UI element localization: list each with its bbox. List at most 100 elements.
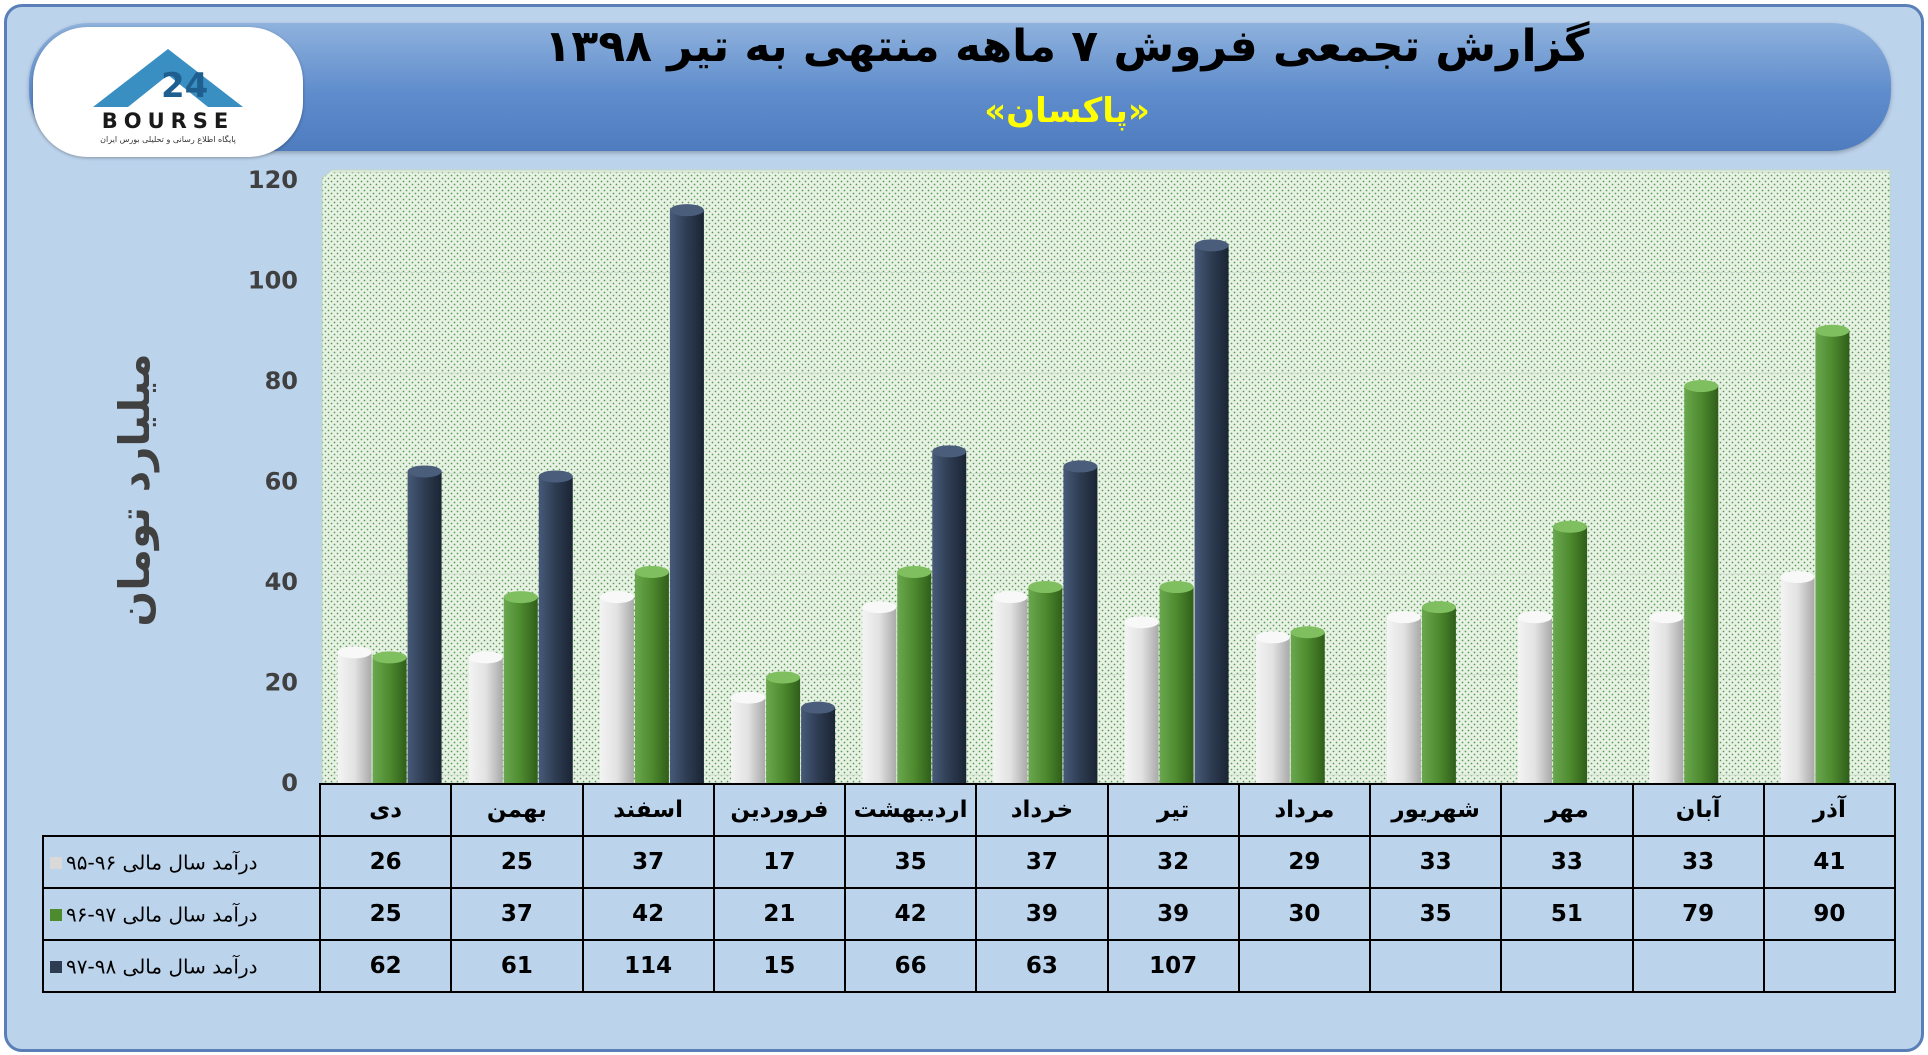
logo: 24 BOURSE پایگاه اطلاع رسانی و تحلیلی بو…: [33, 27, 303, 157]
category-label: دی: [318, 783, 453, 837]
bar: [669, 204, 704, 783]
y-tick-label: 0: [281, 769, 298, 797]
data-label: 79: [1631, 887, 1765, 941]
bar: [1028, 581, 1063, 783]
legend-entry: درآمد سال مالی ۹۶-۹۵: [42, 835, 321, 889]
bar-body: [932, 451, 967, 783]
bar: [731, 691, 766, 783]
bar: [468, 651, 503, 783]
data-label: 35: [843, 835, 978, 889]
legend-swatch: [50, 908, 62, 921]
category-label: آذر: [1762, 783, 1897, 837]
data-label: 17: [712, 835, 847, 889]
bar-body: [1815, 330, 1850, 783]
data-label: 30: [1237, 887, 1372, 941]
bar: [1063, 460, 1098, 783]
data-label: [1500, 939, 1634, 993]
bar: [862, 601, 897, 783]
bar: [1255, 631, 1290, 783]
data-label: 33: [1368, 835, 1503, 889]
series-name: درآمد سال مالی ۹۷-۹۶: [66, 902, 258, 927]
legend-swatch: [50, 960, 62, 973]
plot-area: [321, 169, 1891, 784]
bar: [1290, 626, 1325, 783]
bar-body: [1421, 607, 1456, 783]
data-label: 42: [581, 887, 715, 941]
bar-body: [1124, 622, 1159, 783]
bar-top: [407, 465, 442, 478]
data-label: 33: [1631, 835, 1765, 889]
bar-body: [372, 657, 407, 783]
category-label: تیر: [1106, 783, 1240, 837]
bar-body: [1684, 386, 1719, 783]
bar-top: [1386, 611, 1421, 624]
bar: [932, 445, 967, 783]
bar-top: [538, 470, 573, 483]
bar-top: [1194, 239, 1229, 252]
title-banner: [29, 23, 1891, 151]
bar: [1649, 611, 1684, 783]
bar-top: [372, 651, 407, 664]
data-label: 33: [1500, 835, 1634, 889]
y-axis-label: میلیارد تومان: [110, 353, 159, 627]
svg-text:24: 24: [161, 66, 208, 106]
bar-body: [1780, 576, 1815, 783]
bar: [1684, 380, 1719, 783]
bar-top: [1159, 581, 1194, 594]
bar-body: [468, 657, 503, 783]
data-label: 107: [1106, 939, 1240, 993]
bar-body: [1063, 466, 1098, 783]
data-label: 62: [318, 939, 453, 993]
y-tick-label: 100: [248, 267, 298, 295]
bar: [1421, 601, 1456, 783]
y-tick-label: 40: [265, 568, 298, 596]
bar-top: [1421, 601, 1456, 614]
y-tick-label: 120: [248, 166, 298, 194]
bar-top: [337, 646, 372, 659]
bar: [1780, 570, 1815, 783]
y-tick-label: 20: [265, 669, 298, 697]
gridlines: [332, 171, 1890, 776]
bar-top: [599, 591, 634, 604]
bar-body: [503, 597, 538, 783]
logo-subtitle: پایگاه اطلاع رسانی و تحلیلی بورس ایران: [100, 135, 236, 144]
y-tick-label: 80: [265, 367, 298, 395]
legend-entry: درآمد سال مالی ۹۸-۹۷: [42, 939, 321, 993]
logo-text: BOURSE: [101, 109, 235, 133]
bar-top: [634, 565, 669, 578]
data-label: [1368, 939, 1503, 993]
y-tick-label: 60: [265, 468, 298, 496]
bar-top: [1815, 324, 1850, 337]
bars: [337, 204, 1850, 783]
bar: [1124, 616, 1159, 783]
data-label: 15: [712, 939, 847, 993]
bar: [1386, 611, 1421, 783]
data-label: 39: [1106, 887, 1240, 941]
legend-swatch: [50, 856, 62, 869]
bar-top: [1290, 626, 1325, 639]
data-label: 35: [1368, 887, 1503, 941]
bar-top: [1780, 570, 1815, 583]
bar-body: [1255, 637, 1290, 783]
bar-body: [993, 597, 1028, 783]
table-corner: [43, 784, 320, 836]
y-axis: 0 20 40 60 80 100 120: [248, 166, 298, 797]
data-label: 37: [975, 835, 1109, 889]
bar-top: [731, 691, 766, 704]
table-row: درآمد سال مالی ۹۸-۹۷ 62 61 114 15 66 63 107: [42, 939, 1897, 993]
bar: [407, 465, 442, 783]
bar-body: [1518, 617, 1553, 783]
data-label: 63: [975, 939, 1109, 993]
category-label: اردیبهشت: [843, 783, 978, 837]
chart-title: گزارش تجمعی فروش ۷ ماهه منتهی به تیر ۱۳۹…: [544, 21, 1590, 72]
bar: [503, 591, 538, 783]
bar: [337, 646, 372, 783]
bar-top: [1124, 616, 1159, 629]
bar-body: [538, 476, 573, 783]
bar: [599, 591, 634, 783]
bar: [634, 565, 669, 783]
data-label: 37: [581, 835, 715, 889]
bar-body: [1386, 617, 1421, 783]
data-label: 39: [975, 887, 1109, 941]
category-label: فروردین: [712, 783, 847, 837]
